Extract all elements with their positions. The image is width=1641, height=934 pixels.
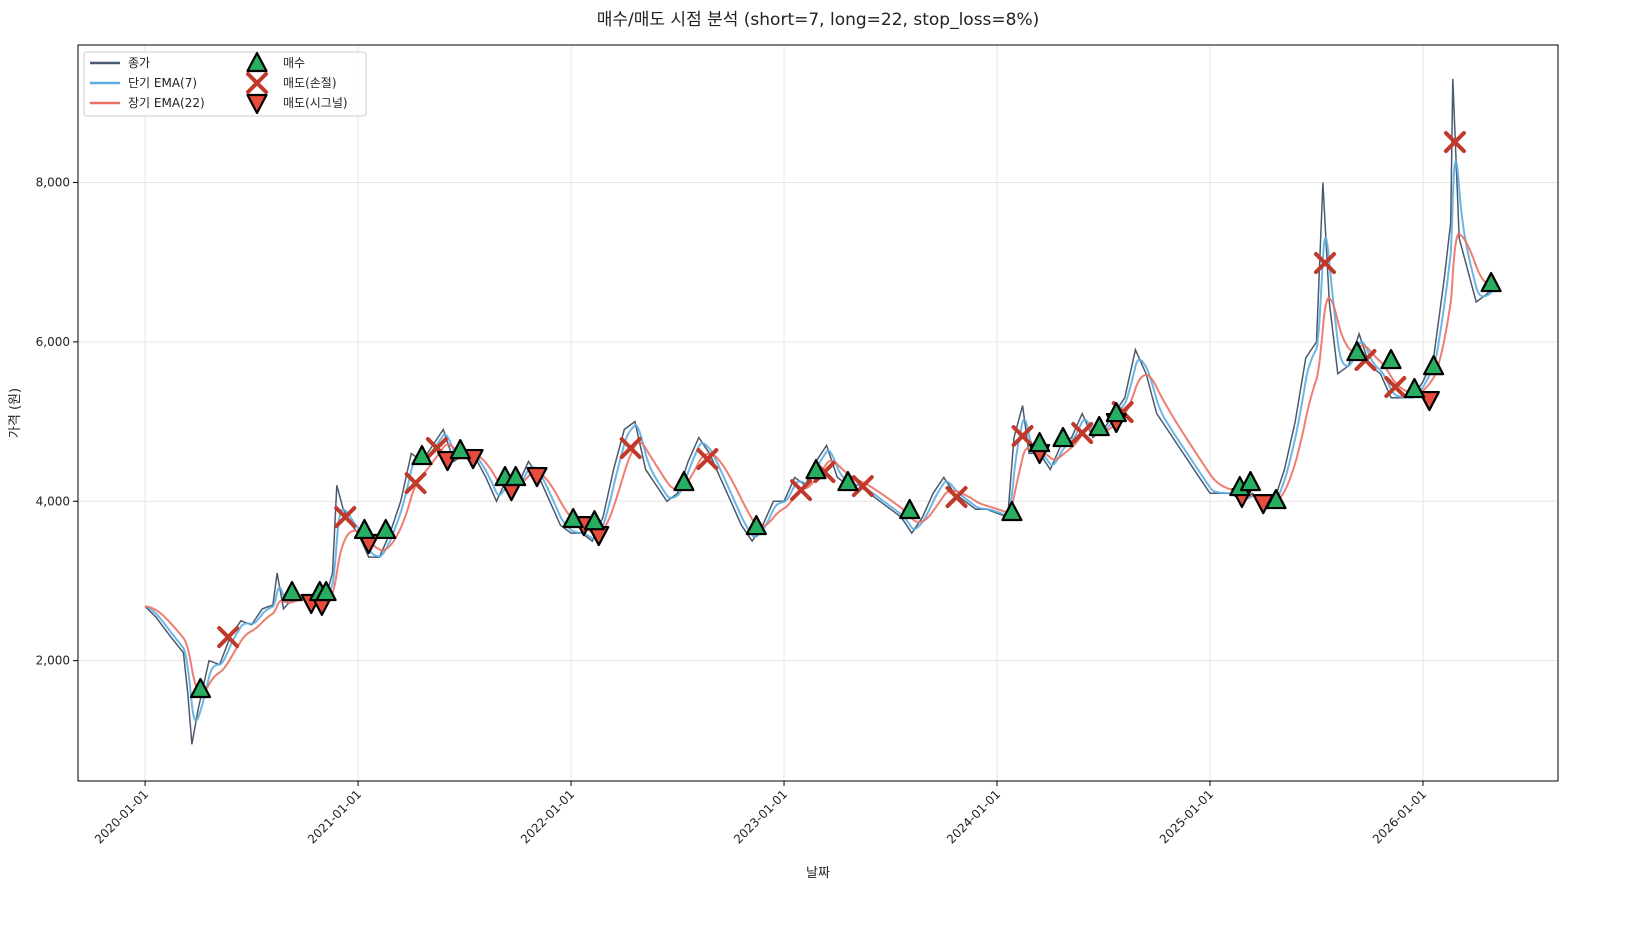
- buy-marker: [562, 507, 584, 529]
- y-tick-label: 6,000: [36, 335, 70, 349]
- sell-stop-marker: [696, 448, 719, 471]
- legend-item-ema-short-label: 단기 EMA(7): [128, 76, 197, 90]
- buy-marker: [1029, 431, 1051, 453]
- sell-signal-marker: [526, 466, 548, 488]
- x-tick-label: 2021-01-01: [305, 787, 364, 846]
- x-tick-label: 2024-01-01: [944, 787, 1003, 846]
- sell-stop-marker: [1384, 376, 1407, 399]
- y-axis-label: 가격 (원): [8, 388, 23, 438]
- buy-marker: [1105, 401, 1127, 423]
- sell-stop-marker: [619, 437, 642, 460]
- legend-item-buy-swatch: [246, 51, 268, 73]
- chart-title: 매수/매도 시점 분석 (short=7, long=22, stop_loss…: [597, 10, 1040, 30]
- buy-marker: [505, 465, 527, 487]
- sell-stop-marker: [790, 479, 813, 502]
- x-tick-label: 2026-01-01: [1370, 787, 1429, 846]
- legend-box: [83, 51, 367, 117]
- buy-marker: [899, 498, 921, 520]
- sell-stop-marker: [217, 626, 240, 649]
- y-tick-label: 8,000: [36, 175, 70, 189]
- sell-stop-marker: [1071, 422, 1094, 445]
- buy-marker: [1088, 415, 1110, 437]
- sell-stop-marker: [404, 472, 427, 495]
- x-axis: 2020-01-01 2021-01-01 2022-01-01 2023-01-01…: [92, 781, 1429, 846]
- buy-marker: [1001, 500, 1023, 522]
- buy-marker: [805, 459, 827, 480]
- close-price-line: [144, 78, 1494, 745]
- buy-marker: [745, 514, 767, 536]
- buy-marker: [837, 470, 859, 492]
- x-axis-label: 날짜: [806, 866, 830, 881]
- legend-item-sell-stop-swatch: [246, 72, 268, 94]
- buy-marker: [1265, 488, 1287, 510]
- sell-stop-marker: [334, 506, 357, 529]
- buy-marker: [1423, 354, 1445, 376]
- buy-marker: [583, 510, 606, 531]
- legend-item-buy-label: 매수: [283, 56, 305, 70]
- buy-marker: [1346, 340, 1368, 362]
- buy-marker: [673, 470, 695, 492]
- axes-frame: [77, 44, 1559, 782]
- y-tick-label: 4,000: [36, 494, 70, 508]
- buy-marker: [411, 444, 433, 466]
- sell-stop-marker: [1314, 252, 1336, 275]
- sell-stop-marker: [1443, 131, 1466, 154]
- x-tick-label: 2020-01-01: [92, 787, 151, 846]
- buy-marker: [1403, 377, 1426, 399]
- plot-area: [144, 78, 1502, 745]
- buy-marker: [189, 677, 212, 699]
- buy-marker: [449, 438, 471, 460]
- buy-marker: [375, 518, 397, 540]
- x-tick-label: 2022-01-01: [518, 787, 577, 846]
- y-axis: 2,000 4,000 6,000 8,000: [36, 175, 78, 668]
- legend-item-sell-stop-label: 매도(손절): [283, 76, 337, 90]
- buy-marker: [281, 580, 303, 602]
- grid: [78, 45, 1558, 781]
- sell-stop-marker: [851, 475, 874, 498]
- x-tick-label: 2025-01-01: [1157, 787, 1216, 846]
- legend-item-ema-long-label: 장기 EMA(22): [128, 96, 205, 110]
- buy-marker: [1480, 271, 1502, 293]
- buy-marker: [353, 518, 376, 540]
- legend-item-sell-signal-swatch: [246, 93, 268, 115]
- buy-marker: [1380, 348, 1402, 370]
- buy-marker: [315, 580, 337, 602]
- legend-item-sell-signal-label: 매도(시그널): [283, 96, 348, 110]
- buy-marker: [1052, 426, 1074, 448]
- sell-stop-marker: [1011, 425, 1034, 448]
- buy-marker: [1239, 470, 1262, 492]
- sell-stop-marker: [945, 486, 968, 509]
- y-tick-label: 2,000: [36, 654, 70, 668]
- legend-item-close-label: 종가: [128, 56, 150, 70]
- x-tick-label: 2023-01-01: [731, 787, 790, 846]
